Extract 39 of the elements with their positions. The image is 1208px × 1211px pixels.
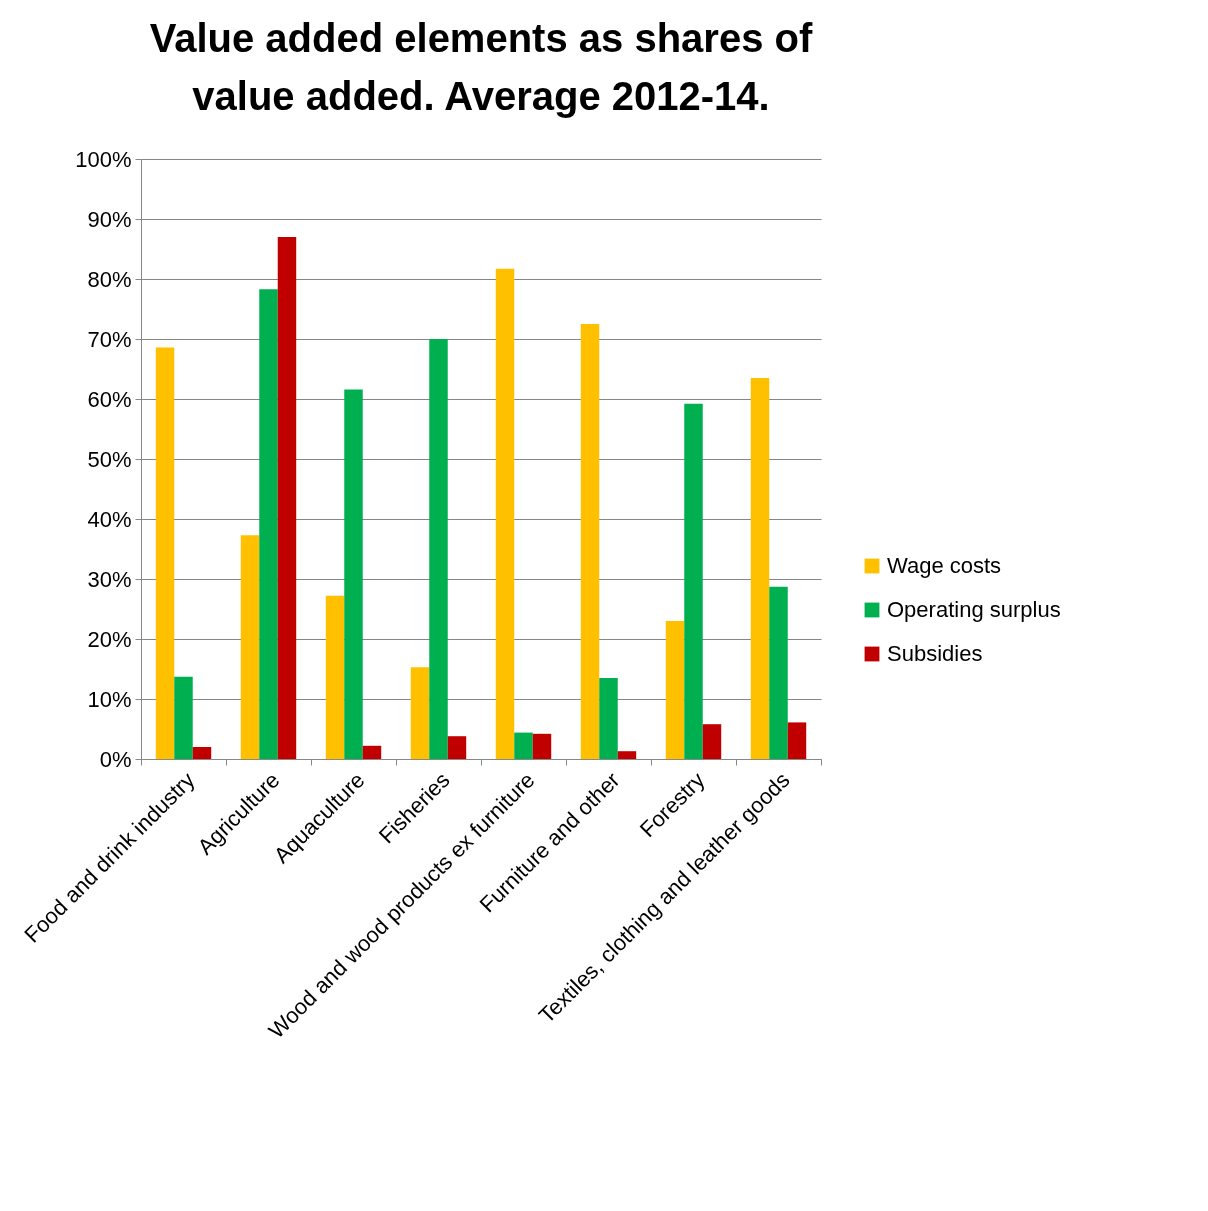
y-tick-label: 80% [87,266,132,292]
bar [155,347,175,759]
bar [344,389,363,759]
bar [277,237,297,759]
bar [599,678,618,759]
bar [259,289,278,759]
bar [174,676,193,759]
bar [192,747,212,759]
y-tick-label: 60% [87,386,132,412]
bar [580,324,600,759]
bar [750,378,770,759]
bar [362,745,382,759]
bar [429,339,448,759]
bar [702,724,722,759]
y-tick-label: 50% [87,446,132,472]
y-tick-label: 10% [87,686,132,712]
y-tick-label: 90% [87,206,132,232]
bar [617,751,637,759]
bar [447,736,467,759]
bar [769,586,788,759]
bar [495,268,515,759]
y-tick-label: 40% [87,506,132,532]
legend-label: Wage costs [887,553,1002,578]
bar [532,733,552,759]
legend-label: Subsidies [887,641,983,666]
bar [514,732,533,759]
bar [684,403,703,759]
bar [240,535,260,759]
y-tick-label: 70% [87,326,132,352]
bar [787,722,807,759]
bar [325,595,345,759]
y-tick-label: 30% [87,566,132,592]
y-tick-label: 100% [75,146,132,172]
y-tick-label: 20% [87,626,132,652]
legend-label: Operating surplus [887,597,1061,622]
y-tick-label: 0% [99,746,132,772]
bar [665,621,685,759]
bar [410,667,430,759]
chart-title: Value added elements as shares of value added. Average 2012-14. [149,16,813,118]
